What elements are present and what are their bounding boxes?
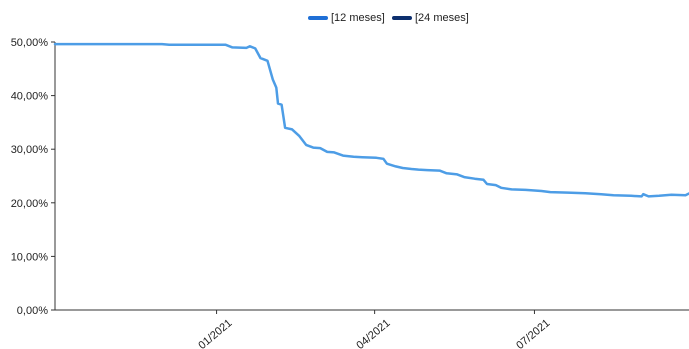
x-tick-label: 01/2021 [196, 317, 234, 349]
legend-label-24-meses: [24 meses] [415, 12, 469, 24]
x-tick-label: 04/2021 [354, 317, 392, 349]
legend-item-12-meses[interactable]: [12 meses] [308, 12, 385, 24]
y-tick-label: 10,00% [11, 251, 49, 263]
y-axis-ticks: 0,00% 10,00% 20,00% 30,00% 40,00% 50,00% [11, 37, 55, 317]
y-tick-label: 0,00% [17, 305, 48, 317]
chart-legend: [12 meses] [24 meses] [0, 12, 689, 28]
y-tick-label: 40,00% [11, 91, 49, 103]
series-layer [53, 42, 689, 198]
x-tick-label: 07/2021 [514, 317, 552, 349]
y-tick-label: 30,00% [11, 144, 49, 156]
legend-item-24-meses[interactable]: [24 meses] [392, 12, 469, 24]
series-line-0 [53, 42, 689, 198]
x-axis-ticks: 01/2021 04/2021 07/2021 [196, 310, 552, 349]
legend-swatch-12-meses [308, 16, 328, 20]
y-tick-label: 50,00% [11, 37, 49, 49]
legend-swatch-24-meses [392, 16, 412, 20]
y-tick-label: 20,00% [11, 198, 49, 210]
legend-label-12-meses: [12 meses] [331, 12, 385, 24]
chart-axes [54, 42, 689, 311]
